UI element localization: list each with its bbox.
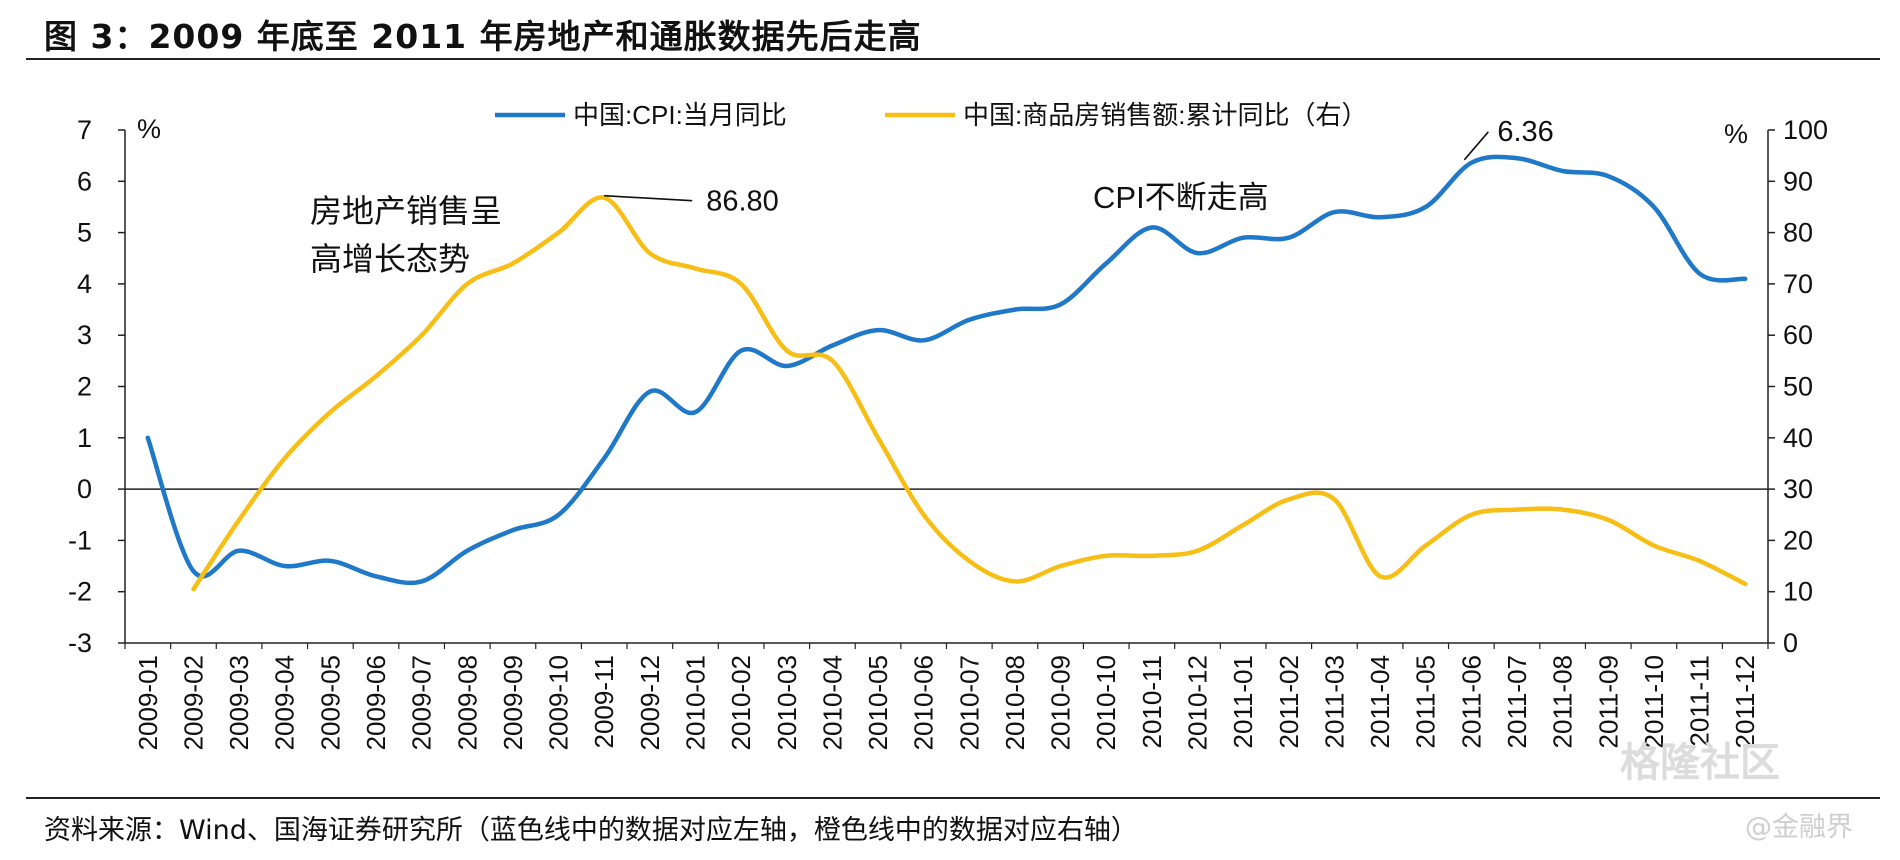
x-tick-label: 2009-04 <box>270 655 300 750</box>
x-tick-label: 2010-06 <box>909 655 939 750</box>
left-tick-label: 0 <box>77 474 92 504</box>
right-tick-label: 0 <box>1783 628 1798 658</box>
x-tick-label: 2009-06 <box>361 655 391 750</box>
left-tick-label: 6 <box>77 166 92 196</box>
x-tick-label: 2011-12 <box>1730 655 1760 749</box>
x-tick-label: 2009-07 <box>407 655 437 750</box>
x-tick-label: 2010-05 <box>863 655 893 750</box>
left-tick-label: -2 <box>68 577 92 607</box>
x-tick-label: 2010-12 <box>1183 655 1213 750</box>
right-tick-label: 20 <box>1783 525 1813 555</box>
x-tick-label: 2011-04 <box>1365 655 1395 749</box>
source-note: 资料来源：Wind、国海证券研究所（蓝色线中的数据对应左轴，橙色线中的数据对应右… <box>44 815 1138 846</box>
x-tick-label: 2010-08 <box>1000 655 1030 750</box>
cpi-rising-note: CPI不断走高 <box>1093 180 1269 215</box>
x-tick-label: 2011-02 <box>1274 655 1304 749</box>
left-tick-label: -3 <box>68 628 92 658</box>
right-tick-label: 70 <box>1783 269 1813 299</box>
x-tick-label: 2011-09 <box>1593 655 1623 749</box>
legend-label: 中国:CPI:当月同比 <box>573 100 787 130</box>
x-tick-label: 2010-10 <box>1091 655 1121 750</box>
cpi-peak-label: 6.36 <box>1497 116 1553 148</box>
x-tick-label: 2009-09 <box>498 655 528 750</box>
x-tick-label: 2010-04 <box>817 655 847 750</box>
sales-peak-label: 86.80 <box>706 186 779 218</box>
realestate-note-line1: 房地产销售呈 <box>310 193 502 229</box>
right-tick-label: 10 <box>1783 577 1813 607</box>
left-tick-label: 4 <box>77 269 92 299</box>
x-tick-label: 2011-01 <box>1228 655 1258 749</box>
left-tick-label: -1 <box>68 525 92 555</box>
left-tick-label: 5 <box>77 218 92 248</box>
x-tick-label: 2010-09 <box>1046 655 1076 750</box>
right-tick-label: 40 <box>1783 423 1813 453</box>
right-tick-label: 50 <box>1783 372 1813 402</box>
x-tick-label: 2011-11 <box>1685 655 1715 747</box>
left-tick-label: 2 <box>77 372 92 402</box>
watermark-logo-text: 格隆社区 <box>1620 740 1780 786</box>
x-tick-label: 2009-08 <box>452 655 482 750</box>
left-axis-unit: % <box>137 114 161 144</box>
title-rule <box>26 58 1880 60</box>
right-axis-unit: % <box>1724 119 1748 149</box>
x-tick-label: 2009-12 <box>635 655 665 750</box>
x-tick-label: 2011-07 <box>1502 655 1532 749</box>
x-tick-label: 2010-01 <box>680 655 710 750</box>
left-tick-label: 7 <box>77 115 92 145</box>
realestate-note-line2: 高增长态势 <box>310 241 470 277</box>
x-tick-label: 2010-07 <box>954 655 984 750</box>
figure-title: 图 3：2009 年底至 2011 年房地产和通胀数据先后走高 <box>44 17 922 56</box>
x-tick-label: 2011-10 <box>1639 655 1669 749</box>
cpi-series-line <box>145 154 1748 586</box>
watermark-sub-text: @金融界 <box>1745 812 1853 843</box>
legend-label: 中国:商品房销售额:累计同比（右） <box>963 100 1367 130</box>
x-tick-label: 2009-01 <box>133 655 163 750</box>
x-tick-label: 2010-11 <box>1137 655 1167 749</box>
x-tick-label: 2010-03 <box>772 655 802 750</box>
right-tick-label: 60 <box>1783 320 1813 350</box>
x-tick-label: 2011-03 <box>1319 655 1349 749</box>
x-tick-label: 2010-02 <box>726 655 756 750</box>
footer-rule <box>26 797 1880 799</box>
x-tick-label: 2009-11 <box>589 655 619 749</box>
peak-leader-line <box>604 194 693 202</box>
left-tick-label: 3 <box>77 320 92 350</box>
x-tick-label: 2011-06 <box>1456 655 1486 749</box>
x-tick-label: 2009-05 <box>315 655 345 750</box>
right-tick-label: 100 <box>1783 115 1828 145</box>
x-tick-label: 2009-02 <box>178 655 208 750</box>
right-tick-label: 80 <box>1783 218 1813 248</box>
right-tick-label: 90 <box>1783 166 1813 196</box>
left-tick-label: 1 <box>77 423 92 453</box>
cpi-peak-leader-line <box>1463 131 1489 161</box>
x-tick-label: 2009-10 <box>544 655 574 750</box>
x-tick-label: 2009-03 <box>224 655 254 750</box>
x-tick-label: 2011-08 <box>1548 655 1578 749</box>
x-tick-label: 2011-05 <box>1411 655 1441 749</box>
right-tick-label: 30 <box>1783 474 1813 504</box>
sales-series-line <box>191 195 1748 592</box>
